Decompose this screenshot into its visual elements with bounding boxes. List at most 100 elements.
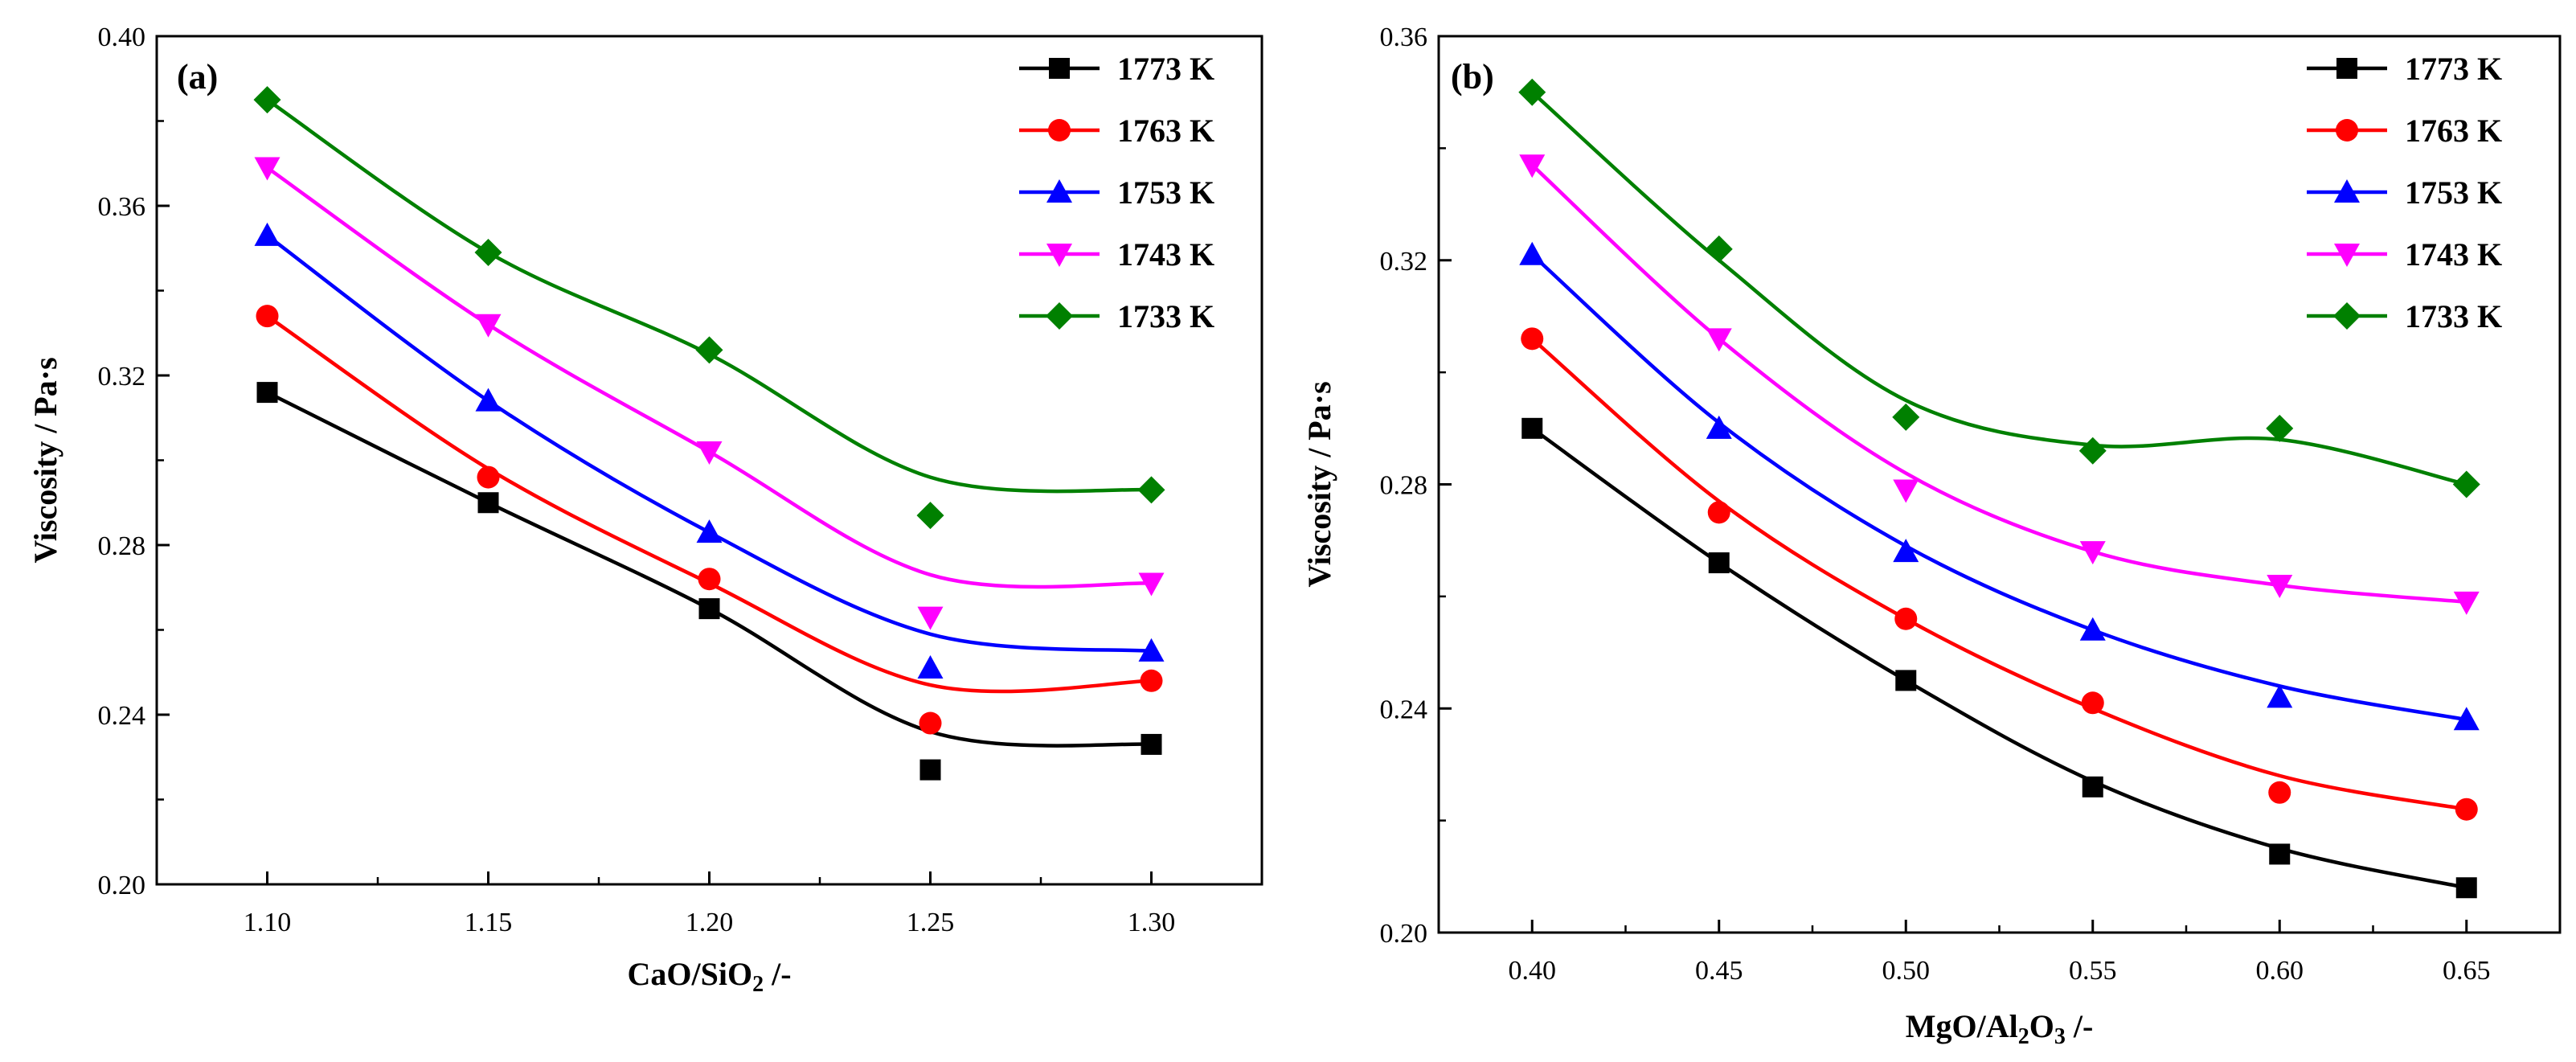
y-tick-label: 0.24 <box>1380 695 1428 724</box>
legend-marker <box>1048 119 1071 141</box>
x-tick-label: 1.10 <box>244 908 292 937</box>
legend-marker <box>2334 244 2360 267</box>
series-1763-k <box>256 305 1163 735</box>
x-title-subscript: 2 <box>752 972 764 997</box>
legend-marker <box>1049 58 1070 79</box>
data-point <box>2082 776 2103 798</box>
y-tick-label: 0.20 <box>98 871 146 900</box>
x-tick-label: 1.30 <box>1128 908 1176 937</box>
legend-label: 1773 K <box>1117 51 1214 87</box>
fit-curve <box>1530 337 2467 811</box>
data-point <box>256 305 279 328</box>
legend-label: 1763 K <box>2405 113 2502 149</box>
data-point <box>696 441 723 465</box>
data-point <box>1707 501 1730 524</box>
data-point <box>1894 607 1918 630</box>
x-title-subscript: 2 <box>2018 1024 2029 1049</box>
data-point <box>2453 707 2480 731</box>
data-point <box>1705 235 1733 263</box>
data-point <box>2452 470 2480 498</box>
data-point <box>1138 572 1165 597</box>
panel-a: 1.10 1.15 1.20 1.25 1.30 0.20 0.24 0.28 0.32 0.36… <box>27 23 1263 997</box>
y-tick-label: 0.36 <box>1380 23 1428 52</box>
panel-label: (a) <box>177 57 218 96</box>
data-point <box>1521 327 1544 351</box>
data-point <box>1141 733 1162 755</box>
data-point <box>1518 78 1546 106</box>
x-tick-label: 0.45 <box>1695 956 1743 986</box>
x-tick-label: 0.65 <box>2443 956 2491 986</box>
legend-label: 1753 K <box>2405 174 2502 211</box>
series-1753-k <box>1519 241 2480 731</box>
legend-marker <box>1046 244 1072 267</box>
legend-label: 1733 K <box>1117 298 1214 334</box>
data-point <box>2081 691 2104 715</box>
data-point <box>1519 241 1546 265</box>
series-1733-k <box>1518 78 2480 498</box>
x-title-suffix: /- <box>764 956 791 992</box>
y-tick-label: 0.28 <box>98 531 146 561</box>
data-point <box>2266 414 2294 442</box>
data-point <box>254 157 281 181</box>
x-tick-label: 0.50 <box>1882 956 1931 986</box>
legend-marker <box>2336 119 2358 141</box>
x-title-suffix: /- <box>2066 1008 2093 1044</box>
data-point <box>1708 552 1730 574</box>
legend-label: 1753 K <box>1117 174 1214 211</box>
data-point <box>2079 541 2106 565</box>
legend-marker <box>2333 302 2361 330</box>
data-point <box>919 759 941 781</box>
series-1733-k <box>253 86 1165 530</box>
fit-curve <box>266 98 1152 494</box>
data-point <box>1521 417 1543 439</box>
panel-b: 0.40 0.45 0.50 0.55 0.60 0.65 0.20 0.24 0.28 0.32… <box>1301 23 2562 1049</box>
data-point <box>2455 877 2477 899</box>
legend-marker <box>1046 302 1073 330</box>
data-point <box>254 222 281 246</box>
x-title-mid: O <box>2029 1008 2054 1044</box>
series-1773-k <box>1521 417 2477 899</box>
data-point <box>477 492 499 514</box>
series-1763-k <box>1521 327 2478 821</box>
legend-label: 1733 K <box>2405 298 2502 334</box>
x-title-main: CaO/SiO <box>627 956 752 992</box>
data-point <box>2267 574 2293 598</box>
data-point <box>2455 798 2478 821</box>
data-point <box>917 654 944 679</box>
data-point <box>2078 437 2107 465</box>
x-tick-label: 1.20 <box>686 908 734 937</box>
y-tick-label: 0.32 <box>1380 247 1428 277</box>
data-point <box>698 568 721 591</box>
data-point <box>475 387 502 412</box>
legend-label: 1773 K <box>2405 51 2502 87</box>
data-point <box>917 606 944 630</box>
fit-curve <box>1530 426 2467 890</box>
y-tick-label: 0.36 <box>98 192 146 222</box>
series-1753-k <box>254 222 1165 679</box>
data-point <box>1892 403 1920 431</box>
data-point <box>2269 843 2291 865</box>
y-tick-label: 0.20 <box>1380 919 1428 949</box>
data-point <box>2453 591 2480 615</box>
legend-marker <box>2334 179 2360 203</box>
data-point <box>1519 154 1546 178</box>
legend-marker <box>2336 58 2357 79</box>
fit-curve <box>1530 163 2467 605</box>
x-tick-label: 0.40 <box>1509 956 1557 986</box>
x-tick-label: 1.25 <box>907 908 955 937</box>
data-point <box>1895 670 1917 691</box>
x-axis-title: MgO/Al2O3 /- <box>1906 1008 2094 1049</box>
x-title-main: MgO/Al <box>1906 1008 2018 1044</box>
y-tick-label: 0.24 <box>98 701 146 731</box>
data-point <box>919 711 942 735</box>
data-point <box>256 382 278 404</box>
fit-curve <box>266 314 1152 694</box>
data-point <box>475 314 502 338</box>
series-1773-k <box>256 382 1162 781</box>
data-point <box>2267 684 2293 708</box>
data-point <box>477 465 500 489</box>
data-point <box>696 519 723 543</box>
data-point <box>1140 669 1163 692</box>
fit-curve <box>1530 91 2467 486</box>
y-tick-label: 0.28 <box>1380 471 1428 501</box>
